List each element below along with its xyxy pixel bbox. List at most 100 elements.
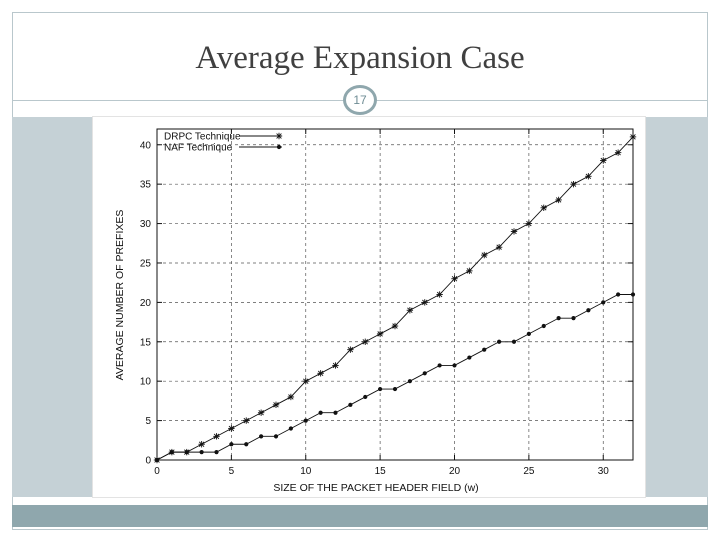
star-stroke [288, 394, 294, 400]
x-tick-label: 5 [229, 466, 235, 477]
y-tick-label: 15 [140, 337, 152, 348]
star-stroke [347, 346, 354, 353]
series-point-dot [586, 308, 591, 313]
series-2 [154, 292, 636, 463]
star-stroke [303, 378, 309, 384]
slide-number-badge: 17 [343, 85, 377, 115]
series-point-star [243, 417, 250, 424]
series-point-star [228, 425, 235, 432]
star-stroke [317, 370, 324, 377]
series-point-dot [229, 442, 234, 447]
star-stroke [466, 268, 473, 274]
series-point-dot [199, 450, 204, 455]
series-point-dot [244, 442, 249, 447]
star-stroke [585, 173, 592, 180]
series-point-dot [363, 394, 368, 400]
plot-frame [156, 128, 634, 461]
series-point-dot [273, 434, 279, 439]
star-stroke [555, 197, 562, 203]
star-stroke [198, 441, 205, 447]
chart-image: 0 5 10 15 20 25 30 0 5 10 15 20 25 30 35 40 DRPC Techni… [93, 117, 645, 497]
series-point-star [421, 299, 428, 306]
series-point-star [275, 132, 283, 140]
series-point-star [555, 196, 562, 204]
series-point-dot [259, 434, 264, 439]
series-point-star [272, 401, 280, 409]
series-point-dot [169, 450, 174, 455]
series-point-star [570, 180, 577, 188]
series-point-star [362, 338, 369, 345]
chart-axes: 0 5 10 15 20 25 30 0 5 10 15 20 25 30 35 40 [140, 128, 634, 477]
star-stroke [276, 133, 282, 139]
star-stroke [570, 181, 577, 187]
series-point-star [391, 322, 399, 330]
chart-grid [157, 129, 633, 460]
series-point-dot [601, 300, 606, 305]
series-point-dot [511, 339, 517, 344]
series-point-star [302, 377, 309, 385]
series-point-star [317, 370, 324, 377]
y-tick-label: 20 [140, 298, 152, 309]
y-tick-label: 25 [140, 258, 152, 269]
series-point-star [600, 157, 607, 164]
series-point-dot [154, 457, 160, 463]
series-point-dot [556, 316, 561, 321]
series-point-dot [630, 292, 636, 297]
star-stroke [600, 157, 606, 164]
star-stroke [451, 276, 458, 282]
series-point-dot [467, 355, 472, 360]
series-point-star [481, 251, 488, 259]
star-stroke [496, 244, 502, 250]
x-tick-label: 20 [449, 466, 461, 477]
star-stroke [243, 417, 249, 424]
series-point-dot [392, 386, 398, 392]
star-stroke [258, 409, 264, 416]
legend-entry-label: NAF Technique [164, 143, 233, 154]
star-stroke [377, 331, 383, 337]
series-point-star [525, 220, 533, 227]
star-stroke [273, 402, 279, 408]
series-point-star [376, 330, 384, 338]
star-stroke [526, 220, 532, 227]
star-stroke [362, 339, 368, 345]
y-tick-label: 5 [145, 416, 151, 427]
series-point-star [540, 204, 547, 212]
series-point-star [287, 393, 295, 401]
star-stroke [332, 362, 339, 369]
slide-title: Average Expansion Case [195, 40, 525, 76]
series-point-dot [482, 347, 487, 352]
series-point-dot [303, 418, 308, 423]
left-panel [12, 117, 93, 497]
series-point-star [213, 433, 220, 440]
y-tick-label: 35 [140, 180, 152, 191]
x-tick-label: 10 [300, 466, 312, 477]
series-point-dot [422, 371, 427, 376]
y-tick-label: 40 [140, 140, 152, 151]
series-point-dot [318, 410, 323, 415]
series-point-star [585, 173, 592, 180]
series-point-dot [333, 410, 338, 415]
legend-entry-label: DRPC Technique [164, 132, 241, 143]
star-stroke [541, 205, 547, 211]
series-point-dot [288, 426, 293, 431]
series-point-star [406, 307, 414, 314]
series-point-star [451, 275, 458, 282]
series-point-dot [214, 450, 219, 455]
series-point-star [510, 228, 518, 235]
series-point-star [436, 291, 443, 298]
series-point-dot [184, 450, 189, 455]
y-tick-label: 30 [140, 219, 152, 230]
series-point-dot [571, 316, 576, 321]
series-point-star [257, 409, 265, 416]
series-point-dot [526, 331, 531, 337]
star-stroke [630, 134, 636, 140]
x-axis-label: SIZE OF THE PACKET HEADER FIELD (w) [273, 482, 478, 494]
series-point-dot [452, 363, 457, 368]
y-tick-label: 0 [145, 456, 151, 467]
series-point-dot [616, 292, 621, 297]
star-stroke [511, 228, 517, 235]
series-point-star [198, 441, 205, 448]
series-point-dot [348, 402, 353, 407]
